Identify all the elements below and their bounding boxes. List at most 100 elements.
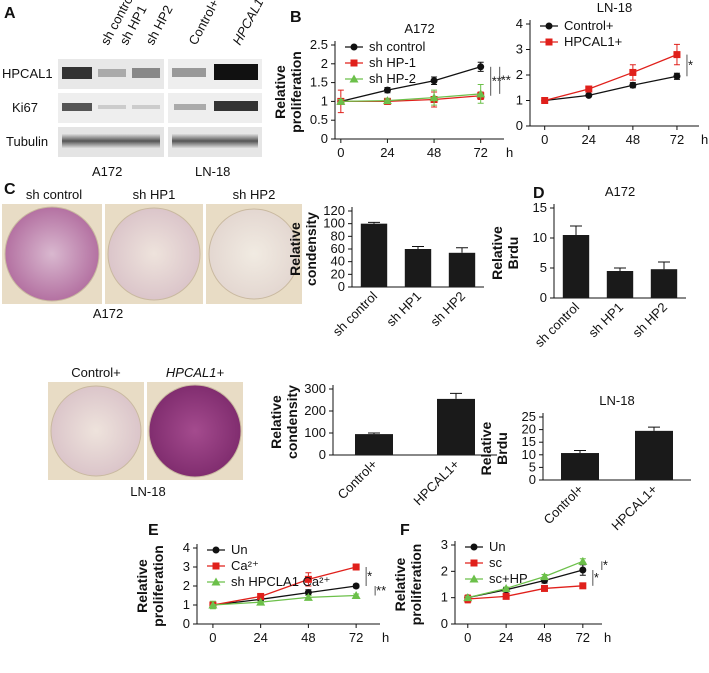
y-tick-label: 5 — [529, 459, 536, 474]
x-tick-label: 0 — [209, 630, 216, 645]
legend-label: sh HP-1 — [369, 55, 416, 70]
y-axis-label: Relativecondensity — [287, 212, 319, 286]
panel-label: D — [533, 185, 545, 202]
series-line — [212, 585, 357, 606]
y-tick-label: 2 — [183, 578, 190, 593]
marker — [629, 81, 637, 89]
x-tick-label: 24 — [380, 145, 394, 160]
y-tick-label: 20 — [522, 422, 536, 437]
series-line — [212, 566, 357, 606]
y-tick-label: 4 — [516, 16, 523, 31]
x-tick-label: 0 — [464, 630, 471, 645]
legend-label: HPCAL1+ — [564, 34, 622, 49]
y-axis-label: RelativeBrdu — [489, 226, 521, 280]
y-tick-label: 1 — [441, 590, 448, 605]
marker — [382, 96, 392, 105]
y-tick-label: 1 — [183, 597, 190, 612]
panel-label: C — [4, 181, 16, 198]
y-tick-label: 300 — [304, 381, 326, 396]
y-tick-label: 15 — [522, 434, 536, 449]
y-tick-label: 60 — [331, 241, 345, 256]
error-bar — [574, 450, 586, 454]
marker — [585, 91, 593, 99]
y-tick-label: 1 — [516, 93, 523, 108]
panel-label: A — [4, 5, 16, 22]
y-tick-label: 80 — [331, 228, 345, 243]
legend-marker — [545, 22, 553, 30]
marker — [673, 72, 681, 80]
x-tick-label: 72 — [349, 630, 363, 645]
legend-marker — [350, 43, 358, 51]
well-label: HPCAL1+ — [166, 365, 225, 380]
annotation: * — [688, 57, 693, 72]
marker — [303, 592, 313, 601]
bar — [448, 252, 476, 287]
chart-title: LN-18 — [597, 0, 632, 15]
bar — [562, 235, 590, 298]
marker — [352, 563, 360, 571]
x-unit: h — [506, 145, 513, 160]
bar — [355, 434, 393, 455]
series-line — [467, 560, 584, 599]
y-tick-label: 10 — [522, 447, 536, 462]
bar — [561, 453, 599, 480]
y-tick-label: 0 — [183, 616, 190, 631]
legend-marker — [470, 543, 478, 551]
y-axis-label: RelativeBrdu — [478, 421, 510, 475]
y-tick-label: 1 — [321, 93, 328, 108]
marker — [585, 85, 593, 93]
legend-label: sh control — [369, 39, 425, 54]
y-tick-label: 25 — [522, 409, 536, 424]
group-label: A172 — [92, 164, 122, 179]
marker — [579, 566, 587, 574]
bar — [360, 223, 388, 287]
bar — [404, 249, 432, 287]
legend-marker — [469, 574, 479, 583]
y-tick-label: 4 — [183, 540, 190, 555]
annotation: * — [594, 570, 599, 585]
legend-label: sh HPCLA1 Ca²⁺ — [231, 574, 330, 589]
legend-label: Un — [489, 539, 506, 554]
x-tick-label: sh HP1 — [585, 300, 626, 341]
legend-marker — [545, 38, 553, 46]
panel-label: B — [290, 9, 302, 26]
x-tick-label: 48 — [427, 145, 441, 160]
y-tick-label: 0 — [540, 290, 547, 305]
y-tick-label: 3 — [516, 42, 523, 57]
legend-marker — [350, 59, 358, 67]
x-tick-label: sh control — [330, 288, 381, 339]
bar — [606, 271, 634, 298]
y-tick-label: 2.5 — [310, 37, 328, 52]
y-tick-label: 10 — [533, 230, 547, 245]
x-tick-label: sh HP2 — [629, 300, 670, 341]
well-label: sh HP1 — [133, 187, 176, 202]
marker — [673, 51, 681, 59]
marker — [257, 592, 265, 600]
marker — [351, 591, 361, 599]
series-line — [544, 75, 678, 102]
y-tick-label: 200 — [304, 403, 326, 418]
annotation: * — [367, 569, 372, 584]
marker — [430, 77, 438, 85]
marker — [579, 582, 587, 590]
y-tick-label: 1.5 — [310, 75, 328, 90]
x-tick-label: 72 — [473, 145, 487, 160]
chart-title: A172 — [605, 184, 635, 199]
legend-marker — [470, 559, 478, 567]
series-line — [340, 66, 481, 103]
annotation: ** — [492, 73, 502, 88]
y-axis-label: Relativeproliferation — [272, 51, 304, 133]
marker — [578, 556, 588, 565]
error-bar — [368, 221, 380, 224]
marker — [352, 582, 360, 590]
y-tick-label: 5 — [540, 260, 547, 275]
y-tick-label: 100 — [323, 216, 345, 231]
error-bar — [614, 267, 626, 271]
legend-label: sc+HP — [489, 571, 528, 586]
y-tick-label: 2 — [516, 67, 523, 82]
y-axis-label: Relativeproliferation — [392, 544, 424, 626]
marker — [539, 572, 549, 581]
marker — [502, 592, 510, 600]
lane-label: Control+ — [185, 0, 221, 47]
